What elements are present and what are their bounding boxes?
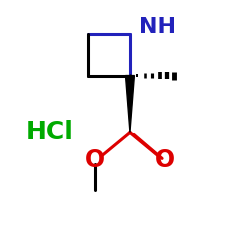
Text: HCl: HCl — [26, 120, 74, 144]
Polygon shape — [126, 76, 134, 132]
Text: NH: NH — [138, 17, 175, 37]
Text: O: O — [154, 148, 174, 172]
Text: O: O — [85, 148, 105, 172]
